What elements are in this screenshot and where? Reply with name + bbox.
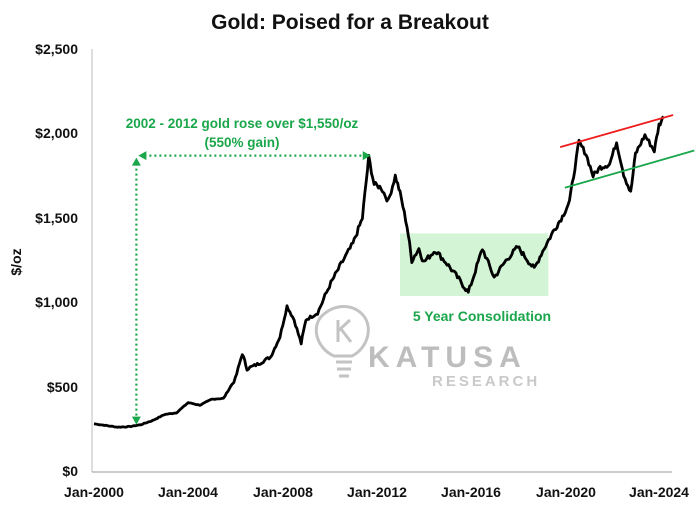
x-tick-label: Jan-2008 bbox=[253, 484, 313, 500]
x-tick-label: Jan-2024 bbox=[629, 484, 689, 500]
y-ticks: $0 $500 $1,000 $1,500 $2,000 $2,500 bbox=[35, 41, 78, 479]
y-tick-label: $2,000 bbox=[35, 125, 78, 141]
consolidation-label: 5 Year Consolidation bbox=[413, 308, 551, 324]
arrowhead-up-icon bbox=[131, 157, 141, 166]
x-tick-label: Jan-2012 bbox=[347, 484, 407, 500]
arrowhead-right-icon bbox=[362, 151, 371, 161]
support-trendline bbox=[564, 149, 695, 189]
katusa-watermark: KATUSA RESEARCH bbox=[314, 305, 540, 390]
y-axis-label: $/oz bbox=[8, 248, 24, 275]
x-ticks: Jan-2000 Jan-2004 Jan-2008 Jan-2012 Jan-… bbox=[64, 484, 689, 500]
x-tick-label: Jan-2004 bbox=[158, 484, 218, 500]
lightbulb-logo-icon bbox=[314, 305, 370, 378]
consolidation-box bbox=[400, 233, 549, 297]
x-tick-label: Jan-2016 bbox=[441, 484, 501, 500]
resistance-trendline bbox=[559, 114, 674, 149]
chart-title: Gold: Poised for a Breakout bbox=[211, 11, 489, 34]
y-tick-label: $0 bbox=[62, 463, 78, 479]
watermark-brand: KATUSA bbox=[368, 341, 527, 374]
gold-price-line bbox=[93, 115, 665, 429]
x-tick-label: Jan-2000 bbox=[64, 484, 124, 500]
arrowhead-left-icon bbox=[138, 151, 147, 161]
rise-annotation: 2002 - 2012 gold rose over $1,550/oz (55… bbox=[126, 116, 371, 425]
watermark-sub: RESEARCH bbox=[432, 373, 540, 390]
y-tick-label: $1,500 bbox=[35, 210, 78, 226]
y-tick-label: $2,500 bbox=[35, 41, 78, 57]
y-tick-label: $1,000 bbox=[35, 294, 78, 310]
rise-annotation-line2: (550% gain) bbox=[204, 135, 279, 150]
arrowhead-down-icon bbox=[131, 416, 141, 425]
x-tick-label: Jan-2020 bbox=[536, 484, 596, 500]
rise-annotation-line1: 2002 - 2012 gold rose over $1,550/oz bbox=[126, 116, 359, 131]
y-tick-label: $500 bbox=[47, 379, 78, 395]
